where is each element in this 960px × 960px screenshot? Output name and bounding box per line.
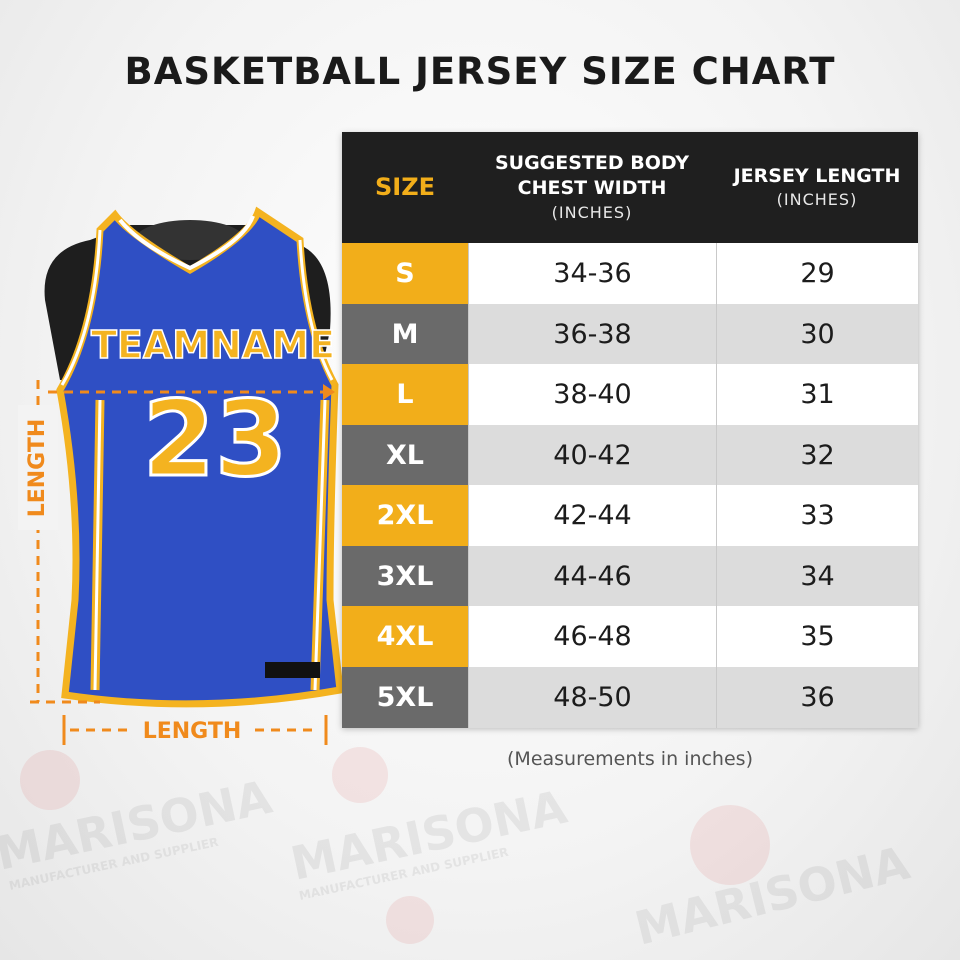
cell-text: 32 [800, 439, 835, 471]
value-cell: 48-50 [468, 666, 716, 728]
value-cell: 34 [716, 545, 918, 607]
watermark: MARISONA MANUFACTURER AND SUPPLIER MARIS… [0, 747, 915, 956]
cell-text: S [395, 258, 415, 289]
value-cell: 46-48 [468, 606, 716, 667]
cell-text: 3XL [376, 560, 434, 592]
header-unit: (INCHES) [776, 190, 858, 210]
value-cell: 36-38 [468, 303, 716, 365]
size-cell: L [342, 364, 468, 425]
value-cell: 33 [716, 485, 918, 546]
header-cell: JERSEY LENGTH (INCHES) [716, 132, 918, 243]
value-cell: 36 [716, 666, 918, 728]
cell-text: 4XL [376, 621, 434, 652]
cell-text: 38-40 [553, 379, 632, 410]
cell-text: 36 [800, 681, 835, 713]
value-cell: 34-36 [468, 243, 716, 304]
cell-text: 2XL [376, 500, 434, 531]
header-unit: (INCHES) [551, 202, 633, 222]
size-cell: 4XL [342, 606, 468, 667]
value-cell: 30 [716, 303, 918, 365]
cell-text: 34 [800, 560, 835, 592]
header-label: SIZE [374, 172, 435, 201]
watermark-brand: MARISONA [630, 835, 915, 955]
cell-text: 36-38 [553, 318, 632, 350]
value-cell: 35 [716, 606, 918, 667]
value-cell: 31 [716, 364, 918, 425]
note: (Measurements in inches) [507, 748, 753, 770]
value-cell: 29 [716, 243, 918, 304]
size-cell: 2XL [342, 485, 468, 546]
cell-text: 31 [800, 379, 835, 410]
title: BASKETBALL JERSEY SIZE CHART [124, 50, 836, 93]
size-table: SIZE SUGGESTED BODY CHEST WIDTH (INCHES) JE… [342, 132, 918, 728]
value-cell: 44-46 [468, 545, 716, 607]
size-cell: 3XL [342, 545, 468, 607]
cell-text: 44-46 [553, 560, 632, 592]
header-label: SUGGESTED BODY CHEST WIDTH [494, 152, 690, 200]
cell-text: XL [385, 439, 425, 471]
value-cell: 40-42 [468, 424, 716, 486]
cell-text: 5XL [376, 681, 434, 713]
arrow-head [323, 384, 335, 400]
cell-text: 42-44 [553, 500, 632, 531]
cell-text: 30 [800, 318, 835, 350]
cell-text: L [396, 379, 414, 410]
jersey: TEAMNAME 23 [56, 206, 344, 708]
length-label-horizontal: LENGTH [143, 719, 242, 744]
value-cell: 32 [716, 424, 918, 486]
team-name: TEAMNAME [91, 323, 335, 367]
value-cell: 42-44 [468, 485, 716, 546]
cell-text: 34-36 [553, 258, 632, 289]
cell-text: 35 [800, 621, 835, 652]
value-cell: 38-40 [468, 364, 716, 425]
header-cell: SUGGESTED BODY CHEST WIDTH (INCHES) [468, 132, 716, 243]
cell-text: 33 [800, 500, 835, 531]
size-cell: XL [342, 424, 468, 486]
header-cell: SIZE [342, 132, 468, 243]
cell-text: M [391, 318, 419, 350]
size-cell: 5XL [342, 666, 468, 728]
label-bg [18, 405, 58, 530]
size-cell: S [342, 243, 468, 304]
length-label-vertical: LENGTH [25, 419, 50, 518]
cell-text: 29 [800, 258, 835, 289]
jersey-number: 23 [143, 378, 288, 500]
cell-text: 46-48 [553, 621, 632, 652]
header-label: JERSEY LENGTH [733, 164, 901, 187]
cell-text: 40-42 [553, 439, 632, 471]
size-cell: M [342, 303, 468, 365]
cell-text: 48-50 [553, 681, 632, 713]
